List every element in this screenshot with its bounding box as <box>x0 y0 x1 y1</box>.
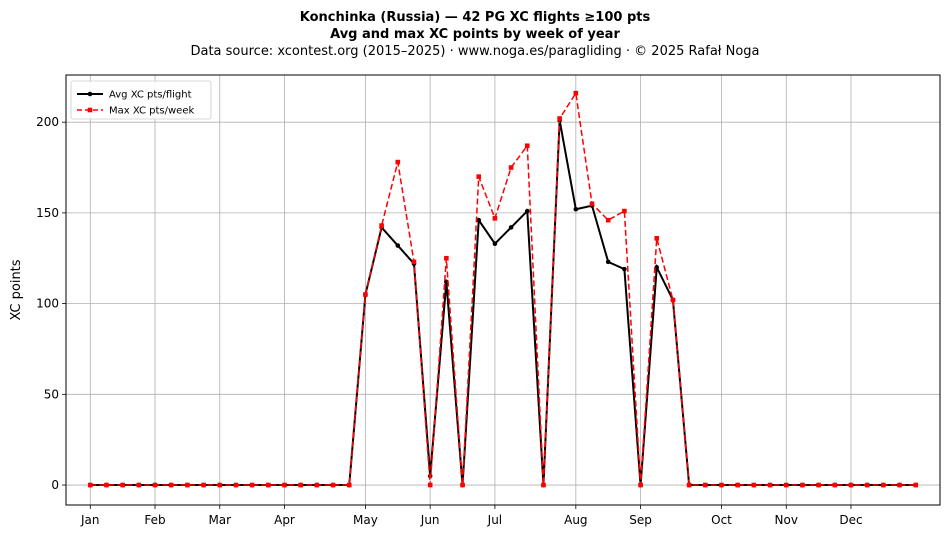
data-point <box>266 482 271 488</box>
data-point <box>557 116 562 121</box>
data-point <box>913 482 919 488</box>
data-point <box>735 482 740 488</box>
data-point <box>573 206 579 212</box>
data-point <box>152 482 158 488</box>
data-point <box>460 482 465 488</box>
data-point <box>508 225 514 230</box>
data-point <box>654 265 660 270</box>
x-tick-label: Apr <box>274 513 295 527</box>
data-point <box>87 482 93 488</box>
data-point <box>411 259 417 265</box>
data-point <box>476 174 482 179</box>
legend-box <box>70 80 212 120</box>
grid-lines <box>66 75 940 505</box>
data-point <box>686 482 692 488</box>
series-layer <box>87 90 919 488</box>
data-point <box>800 482 805 488</box>
data-point <box>605 259 611 265</box>
data-point <box>330 482 336 488</box>
data-point <box>670 297 676 303</box>
data-point <box>783 482 789 488</box>
data-point <box>201 482 206 488</box>
x-tick-label: Sep <box>629 513 652 527</box>
data-point <box>217 482 223 488</box>
data-point <box>120 482 125 488</box>
data-point <box>573 90 579 96</box>
data-point <box>282 482 287 488</box>
data-point <box>185 482 190 488</box>
legend-label: Avg XC pts/flight <box>109 90 192 101</box>
data-point <box>767 482 773 488</box>
x-tick-label: Jun <box>420 513 440 527</box>
data-point <box>298 482 303 488</box>
data-point <box>379 223 384 228</box>
data-point <box>492 216 498 221</box>
data-point <box>427 482 433 488</box>
y-tick-label: 50 <box>44 387 59 401</box>
y-tick-label: 0 <box>51 478 59 492</box>
x-tick-label: Dec <box>839 513 862 527</box>
x-tick-label: Jul <box>487 513 502 527</box>
data-point <box>654 235 660 241</box>
x-tick-label: Feb <box>144 513 165 527</box>
data-point <box>444 255 449 261</box>
data-point <box>751 482 757 488</box>
x-tick-label: Mar <box>208 513 231 527</box>
plot-frame <box>65 74 941 506</box>
data-point <box>168 482 174 488</box>
chart-title: Konchinka (Russia) — 42 PG XC flights ≥1… <box>299 10 651 25</box>
y-axis-label: XC points <box>9 259 24 320</box>
data-point <box>605 217 611 223</box>
x-tick-label: Aug <box>564 513 587 527</box>
data-point <box>622 208 627 214</box>
y-tick-label: 100 <box>36 297 59 311</box>
data-point <box>233 482 239 488</box>
data-point <box>816 482 821 488</box>
legend-marker <box>87 91 93 97</box>
data-point <box>249 482 255 488</box>
data-point <box>589 201 595 207</box>
x-tick-label: Nov <box>775 513 798 527</box>
data-point <box>346 482 352 488</box>
data-point <box>864 482 870 488</box>
y-tick-label: 150 <box>36 206 59 220</box>
data-point <box>897 482 902 488</box>
legend-label: Max XC pts/week <box>109 106 194 117</box>
data-point <box>492 241 498 247</box>
data-point <box>719 482 724 488</box>
data-point <box>395 243 401 248</box>
chart-titles: Konchinka (Russia) — 42 PG XC flights ≥1… <box>0 9 950 60</box>
data-point <box>703 482 708 488</box>
data-point <box>136 482 142 488</box>
data-point <box>476 217 482 223</box>
data-point <box>622 266 627 272</box>
chart-subtitle: Avg and max XC points by week of year <box>330 27 620 42</box>
data-point <box>395 159 401 165</box>
series-line <box>90 91 916 486</box>
data-point <box>314 482 320 488</box>
data-point <box>881 482 886 488</box>
legend: Avg XC pts/flight Max XC pts/week <box>70 80 212 120</box>
data-point <box>541 482 546 488</box>
data-point <box>832 482 838 488</box>
data-point <box>524 143 530 149</box>
data-point <box>848 482 854 488</box>
data-point <box>363 292 368 297</box>
data-point <box>104 482 109 488</box>
x-tick-label: Oct <box>711 513 732 527</box>
data-point <box>524 208 530 214</box>
x-tick-label: Jan <box>80 513 100 527</box>
y-tick-label: 200 <box>36 115 59 129</box>
data-point <box>638 482 643 488</box>
x-tick-label: May <box>353 513 378 527</box>
legend-marker <box>87 107 93 113</box>
chart-source-line: Data source: xcontest.org (2015–2025) · … <box>190 44 760 59</box>
data-point <box>508 165 514 170</box>
series-line <box>90 120 916 487</box>
axes: Jan Feb Mar Apr May Jun Jul Aug Sep Oct Nov Dec 0 50 1… <box>36 115 863 527</box>
